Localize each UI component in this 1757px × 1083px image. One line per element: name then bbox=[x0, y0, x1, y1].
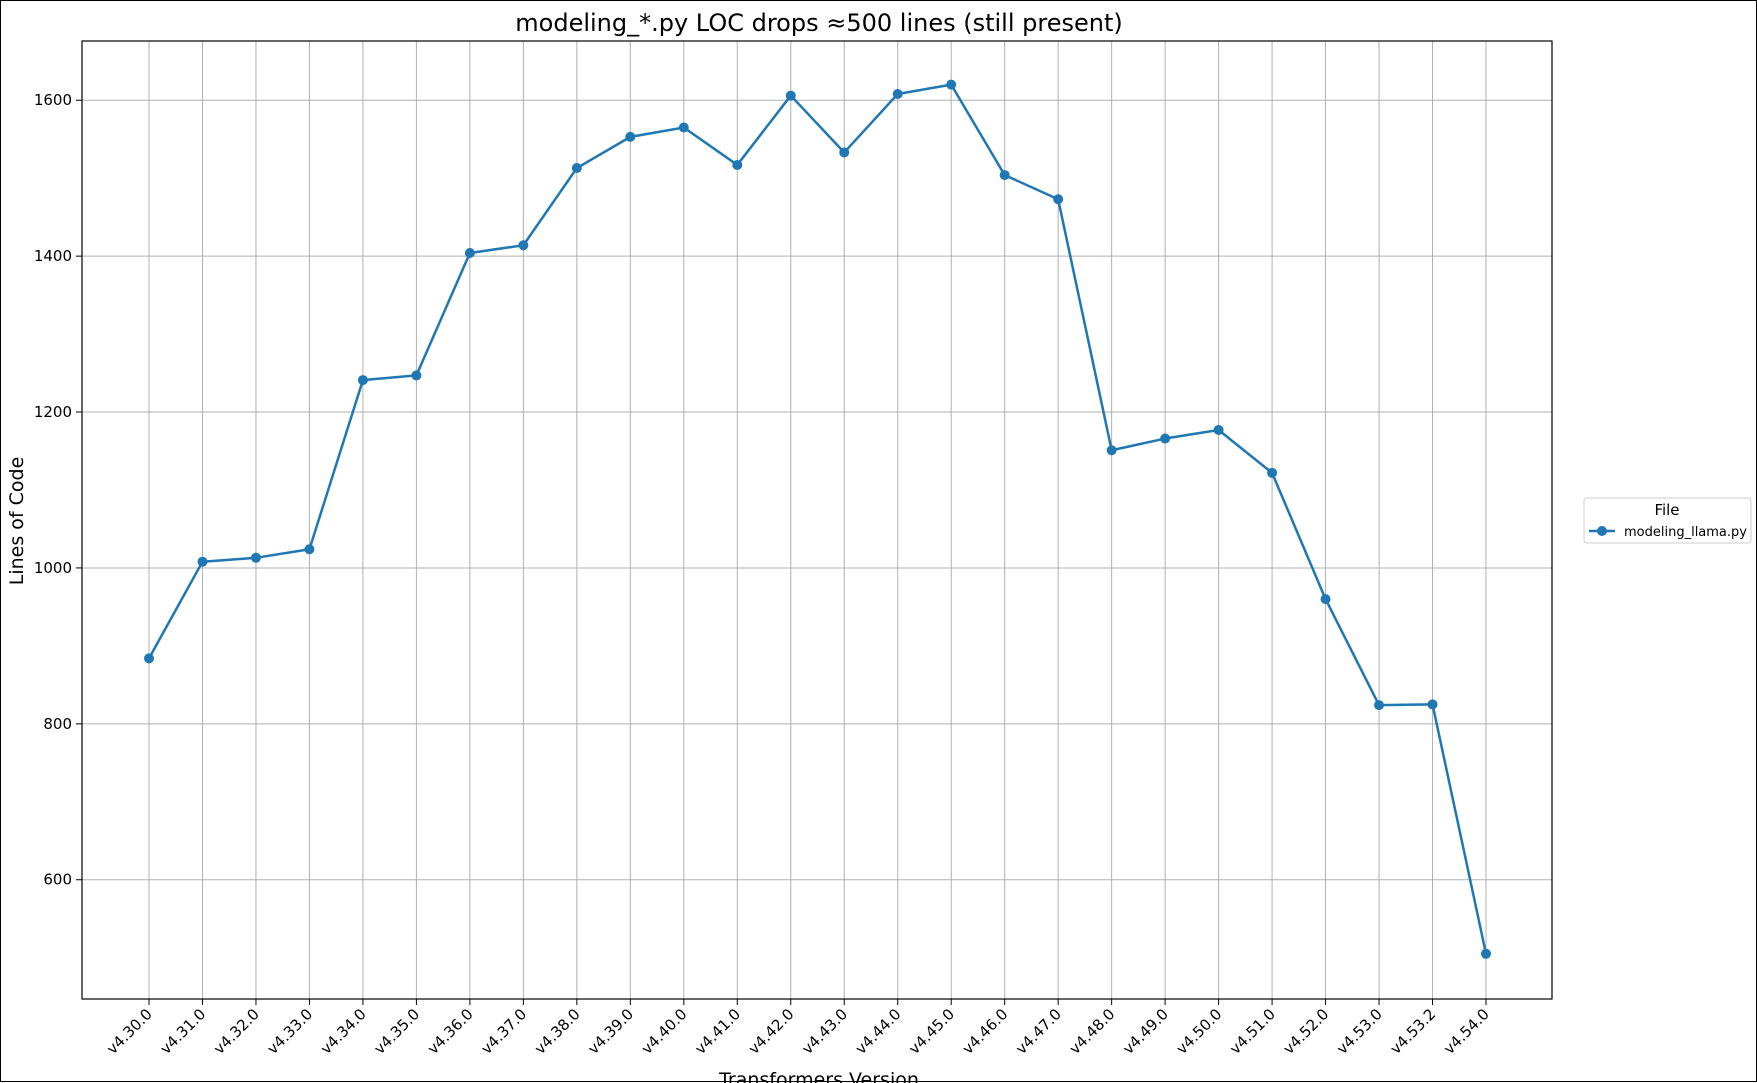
x-tick-label: v4.48.0 bbox=[1066, 1005, 1119, 1058]
y-tick-label: 600 bbox=[43, 871, 72, 889]
legend-box bbox=[1583, 497, 1752, 544]
x-tick-label: v4.53.2 bbox=[1387, 1005, 1440, 1058]
grid bbox=[82, 41, 1552, 999]
series-layer bbox=[144, 79, 1491, 959]
x-tick-label: v4.33.0 bbox=[264, 1005, 317, 1058]
x-tick-label: v4.36.0 bbox=[424, 1005, 477, 1058]
x-tick-label: v4.37.0 bbox=[477, 1005, 530, 1058]
chart-title: modeling_*.py LOC drops ≈500 lines (stil… bbox=[515, 9, 1122, 37]
x-tick-label: v4.47.0 bbox=[1012, 1005, 1065, 1058]
y-tick-label: 1000 bbox=[34, 559, 72, 577]
data-point bbox=[304, 544, 315, 555]
axis-ticks: v4.30.0 v4.31.0 v4.32.0 v4.33.0 v4.34.0 v4.35… bbox=[34, 91, 1493, 1058]
data-point bbox=[1053, 194, 1064, 205]
x-tick-label: v4.46.0 bbox=[959, 1005, 1012, 1058]
data-point bbox=[1213, 424, 1224, 435]
x-tick-label: v4.42.0 bbox=[745, 1005, 798, 1058]
x-tick-label: v4.44.0 bbox=[852, 1005, 905, 1058]
data-point bbox=[999, 170, 1010, 181]
x-tick-label: v4.31.0 bbox=[157, 1005, 210, 1058]
data-point bbox=[1481, 948, 1491, 959]
legend-entry: modeling_llama.py bbox=[1624, 525, 1747, 540]
legend-marker bbox=[1597, 526, 1607, 536]
data-point bbox=[625, 131, 636, 142]
x-tick-label: v4.49.0 bbox=[1119, 1005, 1172, 1058]
y-axis-label: Lines of Code bbox=[6, 457, 28, 586]
data-point bbox=[1427, 699, 1438, 710]
x-tick-label: v4.45.0 bbox=[905, 1005, 958, 1058]
x-axis-label: Transformers Version bbox=[718, 1069, 919, 1083]
data-point bbox=[144, 653, 154, 664]
data-point bbox=[464, 248, 475, 259]
plot-area bbox=[81, 40, 1553, 1000]
x-tick-label: v4.54.0 bbox=[1440, 1005, 1493, 1058]
x-tick-label: v4.51.0 bbox=[1226, 1005, 1279, 1058]
data-point bbox=[411, 370, 422, 381]
x-tick-label: v4.32.0 bbox=[210, 1005, 263, 1058]
data-point bbox=[1320, 594, 1331, 605]
x-tick-label: v4.39.0 bbox=[584, 1005, 637, 1058]
y-tick-label: 1200 bbox=[34, 403, 72, 421]
data-point bbox=[785, 90, 796, 101]
data-point bbox=[1267, 467, 1278, 478]
data-point bbox=[357, 375, 368, 386]
legend-title: File bbox=[1654, 501, 1679, 519]
data-point bbox=[1374, 700, 1385, 711]
y-tick-label: 1600 bbox=[34, 91, 72, 109]
x-tick-label: v4.53.0 bbox=[1333, 1005, 1386, 1058]
data-point bbox=[1160, 433, 1171, 444]
data-point bbox=[250, 552, 261, 563]
x-tick-label: v4.30.0 bbox=[103, 1005, 156, 1058]
x-tick-label: v4.50.0 bbox=[1173, 1005, 1226, 1058]
x-tick-label: v4.40.0 bbox=[638, 1005, 691, 1058]
x-tick-label: v4.38.0 bbox=[531, 1005, 584, 1058]
data-point bbox=[839, 147, 850, 158]
x-tick-label: v4.34.0 bbox=[317, 1005, 370, 1058]
x-tick-label: v4.35.0 bbox=[370, 1005, 423, 1058]
y-tick-label: 800 bbox=[43, 715, 72, 733]
legend: File modeling_llama.py bbox=[1583, 497, 1752, 544]
data-point bbox=[892, 89, 903, 100]
x-tick-label: v4.43.0 bbox=[798, 1005, 851, 1058]
data-point bbox=[571, 163, 582, 174]
data-point bbox=[197, 556, 208, 567]
data-point bbox=[946, 79, 957, 90]
x-tick-label: v4.52.0 bbox=[1280, 1005, 1333, 1058]
data-point bbox=[518, 240, 529, 251]
series-line bbox=[147, 83, 1488, 955]
data-point bbox=[1106, 445, 1117, 456]
y-tick-label: 1400 bbox=[34, 247, 72, 265]
data-point bbox=[678, 122, 689, 133]
x-tick-label: v4.41.0 bbox=[691, 1005, 744, 1058]
data-point bbox=[732, 159, 743, 170]
